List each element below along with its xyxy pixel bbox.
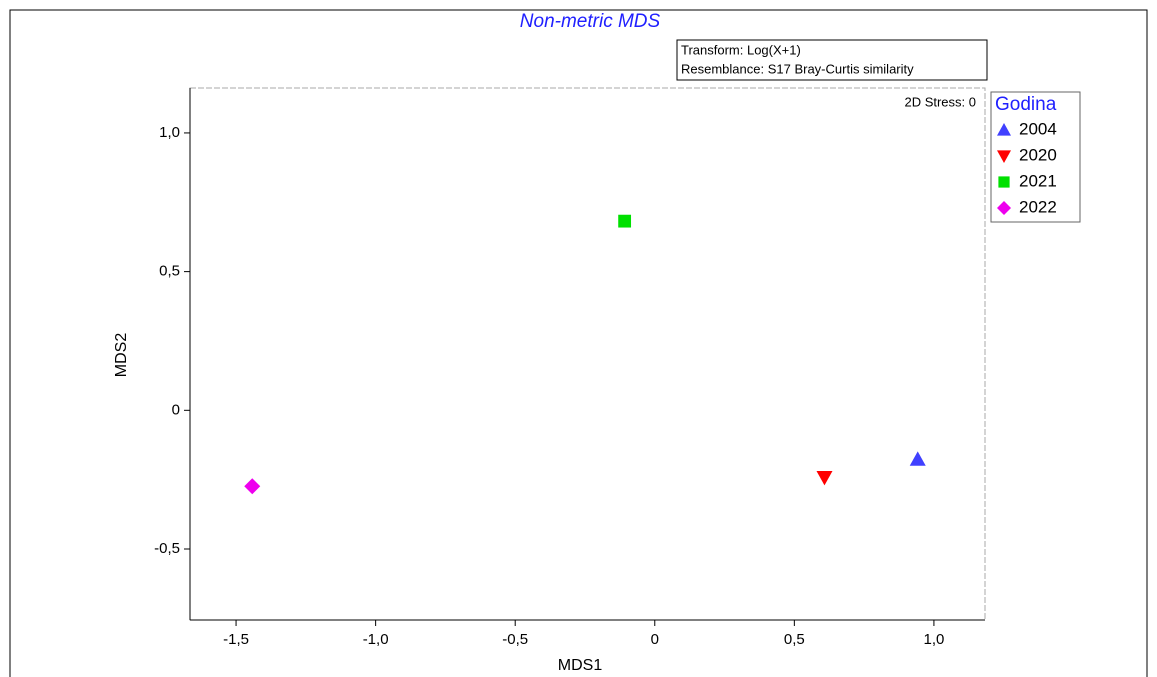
frame xyxy=(9,9,1148,677)
resemblance-note: Resemblance: S17 Bray-Curtis similarity xyxy=(681,61,914,76)
legend-label: 2020 xyxy=(1019,145,1057,164)
legend-marker xyxy=(997,150,1011,163)
transform-note: Transform: Log(X+1) xyxy=(681,42,801,57)
x-tick-label: 0 xyxy=(651,631,659,648)
legend-label: 2022 xyxy=(1019,197,1057,216)
chart-title: Non-metric MDS xyxy=(520,11,661,32)
x-axis-label: MDS1 xyxy=(558,657,603,674)
stress-note: 2D Stress: 0 xyxy=(904,94,976,109)
info-box xyxy=(676,39,988,81)
x-tick-label: -1,0 xyxy=(363,631,389,648)
legend-label: 2021 xyxy=(1019,171,1057,190)
point xyxy=(244,478,261,495)
legend-label: 2004 xyxy=(1019,119,1057,138)
y-tick-label: -0,5 xyxy=(154,540,180,557)
x-tick-label: -0,5 xyxy=(502,631,528,648)
y-axis-label: MDS2 xyxy=(113,333,130,378)
plot-area xyxy=(189,87,986,621)
x-tick-label: 1,0 xyxy=(923,631,944,648)
x-tick-label: -1,5 xyxy=(223,631,249,648)
point xyxy=(618,214,632,228)
legend-marker xyxy=(998,176,1010,188)
point xyxy=(816,471,833,486)
y-tick-label: 0 xyxy=(172,401,180,418)
y-tick-label: 1,0 xyxy=(159,124,180,141)
legend-title: Godina xyxy=(995,94,1057,115)
legend-marker xyxy=(997,123,1011,136)
y-tick-label: 0,5 xyxy=(159,263,180,280)
point xyxy=(909,451,926,466)
x-tick-label: 0,5 xyxy=(784,631,805,648)
legend-marker xyxy=(997,201,1011,215)
